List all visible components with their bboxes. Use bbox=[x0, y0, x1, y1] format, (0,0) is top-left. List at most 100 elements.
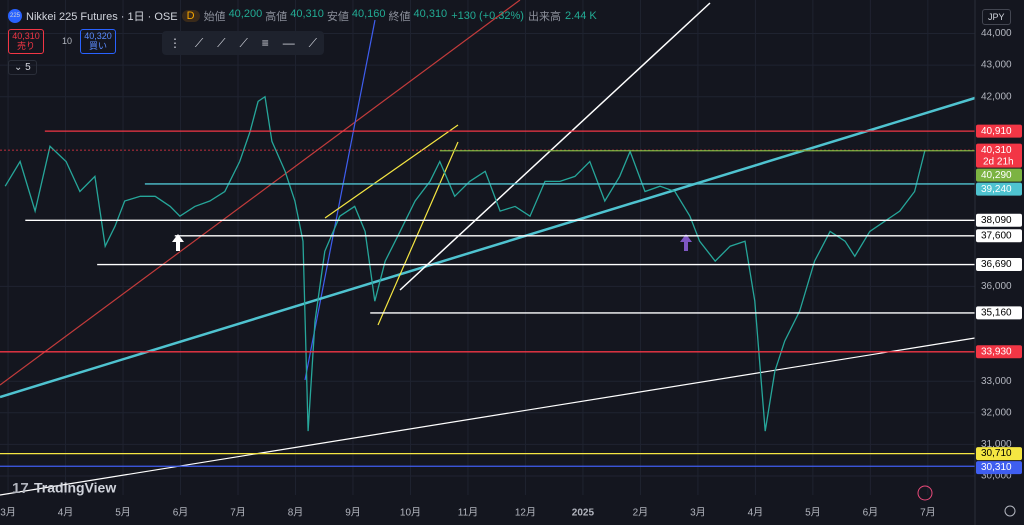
x-tick-label: 7月 bbox=[920, 507, 936, 519]
volume: 2.44 K bbox=[564, 10, 597, 22]
ohlc-label: 終値 bbox=[388, 11, 411, 23]
header: 225 Nikkei 225 Futures · 1日 · OSE D 始値 40… bbox=[8, 8, 597, 24]
price-label-box bbox=[976, 168, 1022, 182]
x-tick-label: 6月 bbox=[863, 507, 879, 519]
indicator-toggle[interactable]: ⌄ 5 bbox=[8, 60, 37, 75]
trend-line bbox=[0, 337, 976, 496]
x-tick-label: 4月 bbox=[58, 507, 74, 519]
buy-price: 40,320 bbox=[84, 31, 112, 41]
alert-icon[interactable] bbox=[917, 485, 933, 501]
x-tick-label: 2月 bbox=[633, 507, 649, 519]
volume-label: 出来高 bbox=[527, 11, 561, 23]
countdown: 2d 21h bbox=[983, 156, 1014, 167]
tool[interactable]: ⟋ bbox=[308, 35, 318, 50]
x-tick-label: 3月 bbox=[690, 507, 706, 519]
grid bbox=[0, 0, 975, 495]
price-label: 40,290 bbox=[981, 170, 1012, 181]
spread: 10 bbox=[62, 36, 73, 46]
trend-line bbox=[324, 124, 459, 219]
y-tick-label: 36,000 bbox=[981, 281, 1012, 292]
y-tick-label: 44,000 bbox=[981, 28, 1012, 39]
x-tick-label: 6月 bbox=[173, 507, 189, 519]
price-label-box bbox=[976, 345, 1022, 359]
tool[interactable]: ⟋ bbox=[239, 35, 248, 50]
x-tick-label: 7月 bbox=[230, 507, 246, 519]
ohlc-value: 40,310 bbox=[413, 8, 448, 20]
symbol-logo: 225 bbox=[8, 9, 22, 23]
price-label-box bbox=[976, 258, 1022, 272]
plot bbox=[0, 95, 975, 467]
settings-icon[interactable] bbox=[1004, 505, 1016, 517]
price-label: 30,310 bbox=[981, 462, 1012, 473]
logo-mark: 17 bbox=[12, 480, 29, 497]
drawing-toolbar: ⋮ ⟋ ⟋ ⟋ ≡ — ⟋ bbox=[162, 31, 324, 55]
trend-line bbox=[304, 19, 376, 381]
ohlc: 始値 40,200 高値 40,310 安値 40,160 終値 40,310 bbox=[204, 8, 448, 24]
ohlc-value: 40,160 bbox=[351, 8, 386, 20]
x-tick-label: 5月 bbox=[805, 507, 821, 519]
price-label: 35,160 bbox=[981, 308, 1012, 319]
buy-button[interactable]: 40,320 買い bbox=[80, 29, 116, 54]
logo: TradingView bbox=[34, 480, 116, 496]
price-label: 40,310 bbox=[981, 145, 1012, 156]
buy-label: 買い bbox=[88, 41, 107, 51]
x-tick-label: 2025 bbox=[572, 508, 595, 519]
indicator-count: 5 bbox=[25, 62, 31, 73]
price-label: 33,930 bbox=[981, 346, 1012, 357]
tool[interactable]: — bbox=[282, 36, 295, 50]
tool[interactable]: ⋮ bbox=[168, 36, 181, 50]
trend-line bbox=[0, 0, 521, 386]
price-label-box bbox=[976, 461, 1022, 475]
currency[interactable]: JPY bbox=[982, 9, 1011, 25]
sell-button[interactable]: 40,310 売り bbox=[8, 29, 44, 54]
trend-line bbox=[0, 96, 976, 399]
trend-line bbox=[399, 2, 711, 291]
ohlc-value: 40,310 bbox=[290, 8, 324, 20]
ohlc-value: 40,200 bbox=[228, 8, 263, 20]
ohlc-label: 安値 bbox=[326, 11, 349, 23]
y-tick-label: 32,000 bbox=[981, 407, 1012, 418]
tool[interactable]: ⟋ bbox=[217, 35, 226, 50]
symbol[interactable]: Nikkei 225 Futures · 1日 · OSE bbox=[26, 11, 178, 23]
tool[interactable]: ⟋ bbox=[194, 35, 204, 50]
change: +130 (+0.32%) bbox=[451, 10, 524, 22]
sell-label: 売り bbox=[16, 41, 35, 51]
price-line bbox=[4, 95, 926, 432]
x-tick-label: 10月 bbox=[400, 507, 421, 519]
x-tick-label: 11月 bbox=[458, 507, 478, 519]
ohlc-label: 高値 bbox=[265, 11, 288, 23]
price-label: 36,690 bbox=[981, 259, 1012, 270]
y-tick-label: 30,000 bbox=[981, 471, 1012, 482]
y-tick-label: 42,000 bbox=[981, 91, 1012, 102]
drawings bbox=[0, 0, 976, 496]
price-label: 39,240 bbox=[981, 184, 1012, 195]
sell-price: 40,310 bbox=[12, 31, 40, 41]
tool[interactable]: ≡ bbox=[261, 36, 269, 50]
arrow-marker bbox=[680, 234, 692, 251]
price-label-box bbox=[976, 143, 1022, 168]
ohlc-label: 始値 bbox=[203, 11, 226, 23]
x-tick-label: 3月 bbox=[0, 507, 16, 519]
y-tick-label: 31,000 bbox=[981, 439, 1012, 450]
x-tick-label: 5月 bbox=[115, 507, 131, 519]
y-tick-label: 33,000 bbox=[981, 376, 1012, 387]
x-tick-label: 9月 bbox=[345, 507, 361, 519]
price-label: 37,600 bbox=[981, 230, 1012, 241]
price-label-box bbox=[976, 306, 1022, 320]
price-label-box bbox=[976, 447, 1022, 461]
price-label-box bbox=[976, 182, 1022, 196]
arrow-marker bbox=[172, 234, 184, 251]
price-label-box bbox=[976, 213, 1022, 227]
y-tick-label: 43,000 bbox=[981, 60, 1012, 71]
price-label: 30,710 bbox=[981, 448, 1012, 459]
x-tick-label: 4月 bbox=[748, 507, 764, 519]
badge: D bbox=[181, 10, 200, 22]
price-label-box bbox=[976, 124, 1022, 138]
price-label: 40,910 bbox=[981, 126, 1012, 137]
x-tick-label: 8月 bbox=[288, 507, 304, 519]
price-label: 38,090 bbox=[981, 215, 1012, 226]
price-label-box bbox=[976, 229, 1022, 243]
